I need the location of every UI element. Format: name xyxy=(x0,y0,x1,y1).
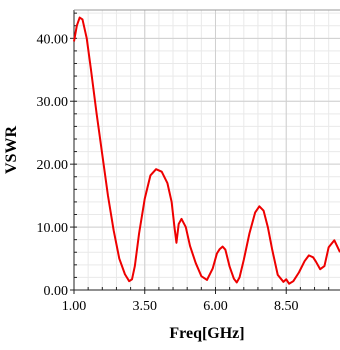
x-tick-label: 3.50 xyxy=(132,299,157,314)
vswr-series-line xyxy=(73,16,340,285)
axes xyxy=(70,9,340,294)
y-tick-label: 30.00 xyxy=(37,95,69,110)
y-tick-label: 0.00 xyxy=(44,284,69,299)
y-tick-label: 20.00 xyxy=(37,158,69,173)
plot-area xyxy=(74,10,340,290)
x-axis-label: Freq[GHz] xyxy=(169,325,244,342)
x-tick-label: 8.50 xyxy=(274,299,299,314)
y-tick-label: 40.00 xyxy=(37,32,69,47)
x-tick-label: 6.00 xyxy=(203,299,228,314)
y-axis-label: VSWR xyxy=(3,126,20,174)
tick-labels: 1.00 3.50 6.00 8.50 0.00 10.00 20.00 30.00 40.00 xyxy=(37,32,299,314)
x-tick-label: 1.00 xyxy=(62,299,87,314)
y-tick-label: 10.00 xyxy=(37,221,69,236)
series-group xyxy=(73,16,340,285)
